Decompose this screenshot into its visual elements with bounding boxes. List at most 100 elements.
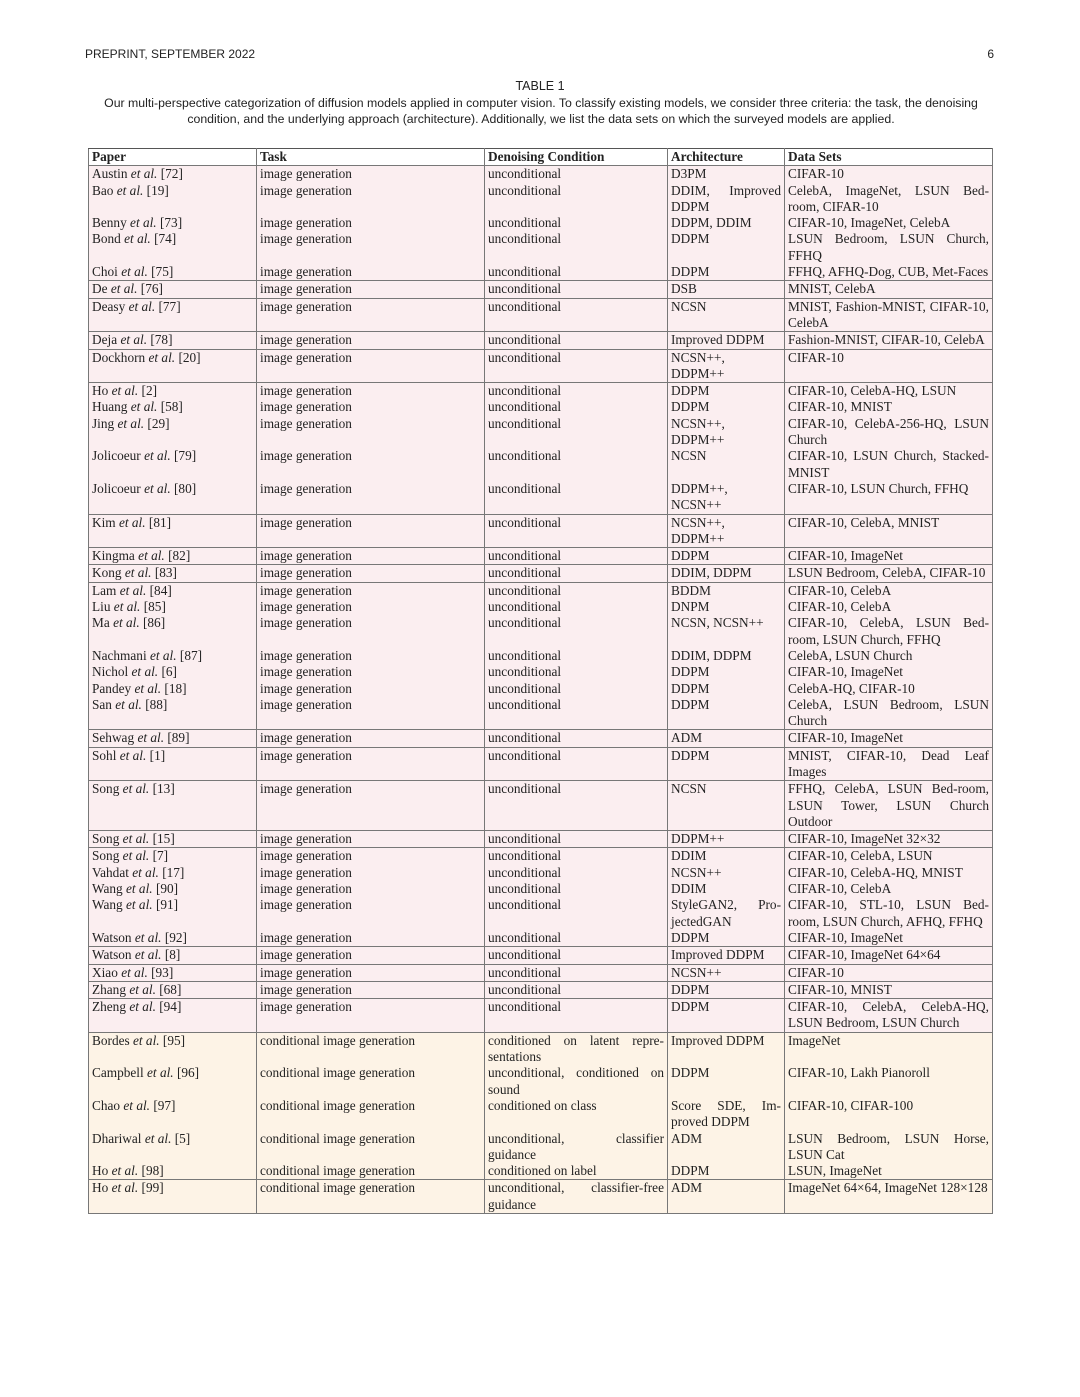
page-number: 6 [987, 47, 994, 61]
cell-architecture: DDPM [667, 680, 785, 697]
table-row: Zheng et al. [94] image generation uncondi… [88, 998, 993, 1033]
author: Song [92, 848, 120, 864]
et-al: et al. [148, 349, 176, 365]
cell-architecture: StyleGAN2, Pro-jectedGAN [667, 897, 785, 930]
cell-architecture: NCSN++, DDPM++ [667, 348, 785, 383]
et-al: et al. [144, 448, 171, 464]
reference: [96] [176, 1065, 200, 1081]
et-al: et al. [149, 647, 177, 663]
reference: [7] [152, 848, 169, 864]
cell-architecture: D3PM [667, 165, 785, 183]
et-al: et al. [116, 182, 144, 198]
table-row: Sohl et al. [1] image generation unconditi… [88, 746, 993, 781]
cell-task: image generation [256, 231, 485, 265]
cell-architecture: DDPM, DDIM [667, 215, 785, 232]
table-body: Austin et al. [72] image generation uncond… [88, 165, 993, 1214]
cell-paper: Ho et al. [2] [88, 382, 257, 400]
cell-condition: unconditional [484, 280, 668, 299]
reference: [80] [174, 480, 197, 496]
cell-condition: conditioned on class [484, 1097, 668, 1131]
cell-paper: Ma et al. [86] [88, 615, 257, 648]
cell-paper: Xiao et al. [93] [88, 963, 257, 982]
cell-datasets: CIFAR-10, ImageNet 64×64 [784, 946, 993, 965]
author: Lam [92, 582, 117, 598]
cell-datasets: FFHQ, CelebA, LSUN Bed-room, LSUN Tower,… [784, 780, 993, 831]
cell-paper: Jing et al. [29] [88, 415, 257, 449]
table-row: Campbell et al. [96] conditional image ge… [88, 1065, 993, 1098]
author: Bordes [92, 1032, 130, 1048]
reference: [98] [141, 1163, 164, 1179]
cell-task: image generation [256, 847, 485, 865]
cell-condition: unconditional [484, 729, 668, 748]
cell-condition: unconditional [484, 513, 668, 548]
et-al: et al. [129, 981, 156, 997]
cell-datasets: CIFAR-10, CelebA-256-HQ, LSUN Church [784, 415, 993, 449]
cell-condition: unconditional [484, 746, 668, 781]
cell-condition: unconditional [484, 696, 668, 730]
table-caption: Our multi-perspective categorization of … [104, 96, 978, 126]
cell-architecture: NCSN [667, 448, 785, 481]
cell-datasets: CIFAR-10, STL-10, LSUN Bed-room, LSUN Ch… [784, 897, 993, 930]
diffusion-models-table: Paper Task Denoising Condition Architect… [88, 147, 993, 1214]
cell-datasets: CIFAR-10, CelebA, LSUN Bed-room, LSUN Ch… [784, 615, 993, 648]
author: Sehwag [92, 730, 135, 746]
et-al: et al. [111, 383, 139, 399]
cell-datasets: CIFAR-10, ImageNet [784, 729, 993, 748]
table-row: Vahdat et al. [17] image generation uncond… [88, 864, 993, 882]
et-al: et al. [124, 565, 152, 581]
cell-paper: Vahdat et al. [17] [88, 864, 257, 882]
table-row: Nichol et al. [6] image generation uncondi… [88, 664, 993, 681]
cell-paper: Kong et al. [83] [88, 564, 257, 583]
table-row: Ho et al. [99] conditional image generati… [88, 1179, 993, 1214]
cell-datasets: CelebA, LSUN Church [784, 647, 993, 665]
table-row: Xiao et al. [93] image generation uncondit… [88, 963, 993, 982]
author: Dhariwal [92, 1130, 142, 1146]
reference: [68] [159, 981, 182, 997]
cell-condition: unconditional [484, 998, 668, 1033]
cell-task: image generation [256, 480, 485, 515]
reference: [97] [153, 1097, 176, 1113]
cell-paper: Nichol et al. [6] [88, 664, 257, 681]
cell-condition: conditioned on latent repre-sentations [484, 1031, 668, 1066]
et-al: et al. [144, 1130, 172, 1146]
table-row: Benny et al. [73] image generation uncondi… [88, 215, 993, 232]
author: Wang [92, 881, 123, 897]
et-al: et al. [147, 1065, 174, 1081]
cell-paper: Deasy et al. [77] [88, 297, 257, 332]
cell-datasets: CIFAR-10 [784, 165, 993, 183]
reference: [78] [150, 332, 173, 348]
author: Pandey [92, 680, 132, 696]
cell-task: image generation [256, 780, 485, 831]
cell-paper: Wang et al. [90] [88, 881, 257, 898]
cell-task: image generation [256, 331, 485, 350]
cell-task: image generation [256, 729, 485, 748]
cell-architecture: NCSN, NCSN++ [667, 615, 785, 648]
reference: [81] [148, 514, 172, 530]
cell-task: conditional image generation [256, 1163, 485, 1180]
table-row: Ho et al. [2] image generation uncondition… [88, 382, 993, 400]
table-row: Watson et al. [8] image generation uncondi… [88, 946, 993, 965]
cell-task: image generation [256, 182, 485, 216]
cell-task: image generation [256, 280, 485, 299]
cell-architecture: DDPM [667, 1065, 785, 1098]
author: Ho [92, 1163, 109, 1179]
cell-paper: Lam et al. [84] [88, 581, 257, 600]
table-row: Sehwag et al. [89] image generation uncond… [88, 729, 993, 748]
cell-paper: Dhariwal et al. [5] [88, 1130, 257, 1164]
cell-paper: De et al. [76] [88, 280, 257, 299]
cell-task: image generation [256, 946, 485, 965]
reference: [58] [160, 399, 183, 415]
cell-datasets: CIFAR-10, LSUN Church, FFHQ [784, 480, 993, 515]
reference: [94] [159, 999, 182, 1015]
author: Ho [92, 1180, 109, 1196]
cell-datasets: MNIST, CIFAR-10, Dead Leaf Images [784, 746, 993, 781]
cell-condition: unconditional [484, 980, 668, 999]
et-al: et al. [119, 582, 147, 598]
cell-condition: unconditional [484, 664, 668, 681]
cell-paper: Austin et al. [72] [88, 165, 257, 183]
cell-condition: unconditional [484, 830, 668, 848]
table-row: Wang et al. [91] image generation uncondit… [88, 897, 993, 930]
cell-task: image generation [256, 399, 485, 416]
reference: [76] [140, 281, 163, 297]
cell-task: image generation [256, 980, 485, 999]
